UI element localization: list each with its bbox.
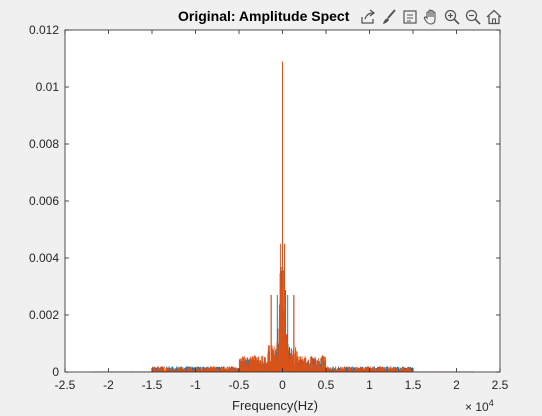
- x-tick-label: -2.5: [55, 378, 76, 392]
- pan-icon: [423, 9, 436, 25]
- x-tick-label: 2.5: [492, 378, 509, 392]
- y-tick-label: 0.008: [29, 137, 59, 151]
- x-exponent-base: × 10: [465, 400, 489, 414]
- x-exponent-power: 4: [488, 398, 494, 408]
- datatip-icon: [403, 10, 417, 24]
- y-tick-label: 0.002: [29, 308, 59, 322]
- y-tick-label: 0: [52, 365, 59, 379]
- export-button[interactable]: [358, 7, 378, 27]
- x-tick-label: 1: [366, 378, 373, 392]
- datatip-button[interactable]: [400, 7, 420, 27]
- y-tick-label: 0.006: [29, 194, 59, 208]
- zoom-in-icon: [444, 9, 460, 25]
- home-button[interactable]: [484, 7, 504, 27]
- brush-button[interactable]: [379, 7, 399, 27]
- zoom-out-icon: [465, 9, 481, 25]
- axes-toolbar: [358, 6, 504, 28]
- brush-icon: [383, 9, 396, 24]
- home-icon: [486, 9, 502, 25]
- export-icon: [361, 9, 376, 24]
- x-axis-exponent: × 104: [465, 398, 494, 414]
- x-tick-label: -1: [190, 378, 201, 392]
- x-tick-label: -0.5: [229, 378, 250, 392]
- zoom-in-button[interactable]: [442, 7, 462, 27]
- zoom-out-button[interactable]: [463, 7, 483, 27]
- y-tick-label: 0.01: [36, 80, 60, 94]
- x-tick-label: 0: [279, 378, 286, 392]
- axes-title: Original: Amplitude Spect: [178, 8, 350, 24]
- y-tick-label: 0.012: [29, 23, 59, 37]
- x-tick-label: 0.5: [318, 378, 335, 392]
- x-tick-label: -2: [103, 378, 114, 392]
- pan-button[interactable]: [421, 7, 441, 27]
- y-tick-label: 0.004: [29, 251, 59, 265]
- x-tick-label: 2: [453, 378, 460, 392]
- x-tick-label: -1.5: [142, 378, 163, 392]
- x-tick-label: 1.5: [405, 378, 422, 392]
- x-axis-label: Frequency(Hz): [232, 398, 318, 413]
